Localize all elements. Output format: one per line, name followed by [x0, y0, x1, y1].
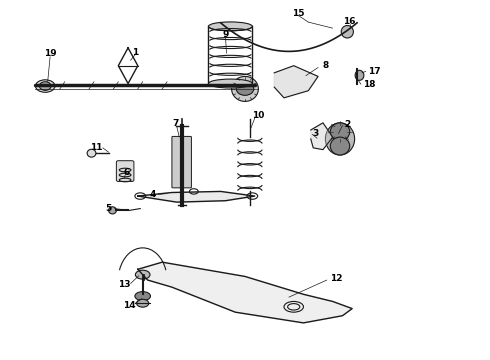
Text: 18: 18 [363, 80, 375, 89]
Text: 15: 15 [293, 9, 305, 18]
Text: 9: 9 [222, 30, 229, 39]
Text: 16: 16 [343, 17, 356, 26]
Ellipse shape [330, 123, 350, 141]
Ellipse shape [355, 70, 364, 80]
FancyBboxPatch shape [116, 161, 134, 181]
Polygon shape [138, 192, 255, 202]
Ellipse shape [330, 137, 350, 155]
Circle shape [39, 82, 51, 90]
Text: 5: 5 [105, 204, 112, 213]
Text: 11: 11 [90, 143, 102, 152]
Polygon shape [274, 66, 318, 98]
Polygon shape [311, 123, 333, 150]
Ellipse shape [325, 123, 355, 155]
FancyBboxPatch shape [172, 136, 192, 188]
Ellipse shape [137, 299, 149, 307]
Ellipse shape [232, 76, 258, 102]
Text: 19: 19 [44, 49, 56, 58]
Ellipse shape [87, 149, 96, 157]
Text: 17: 17 [368, 67, 380, 76]
Ellipse shape [208, 79, 252, 88]
Text: 10: 10 [252, 111, 265, 120]
Text: 3: 3 [313, 129, 319, 138]
Ellipse shape [135, 270, 150, 279]
Text: 7: 7 [172, 119, 179, 128]
Text: 2: 2 [344, 120, 350, 129]
Text: 4: 4 [149, 190, 156, 199]
Circle shape [236, 82, 254, 95]
Text: 1: 1 [132, 48, 139, 57]
Ellipse shape [341, 26, 353, 38]
Text: 12: 12 [330, 274, 343, 283]
Text: 6: 6 [124, 168, 130, 177]
Ellipse shape [135, 292, 150, 301]
Ellipse shape [35, 80, 55, 92]
Polygon shape [138, 262, 352, 323]
Ellipse shape [109, 207, 116, 214]
Text: 8: 8 [322, 61, 328, 70]
Text: 13: 13 [118, 280, 130, 289]
Text: 14: 14 [122, 301, 135, 310]
Ellipse shape [208, 22, 252, 31]
